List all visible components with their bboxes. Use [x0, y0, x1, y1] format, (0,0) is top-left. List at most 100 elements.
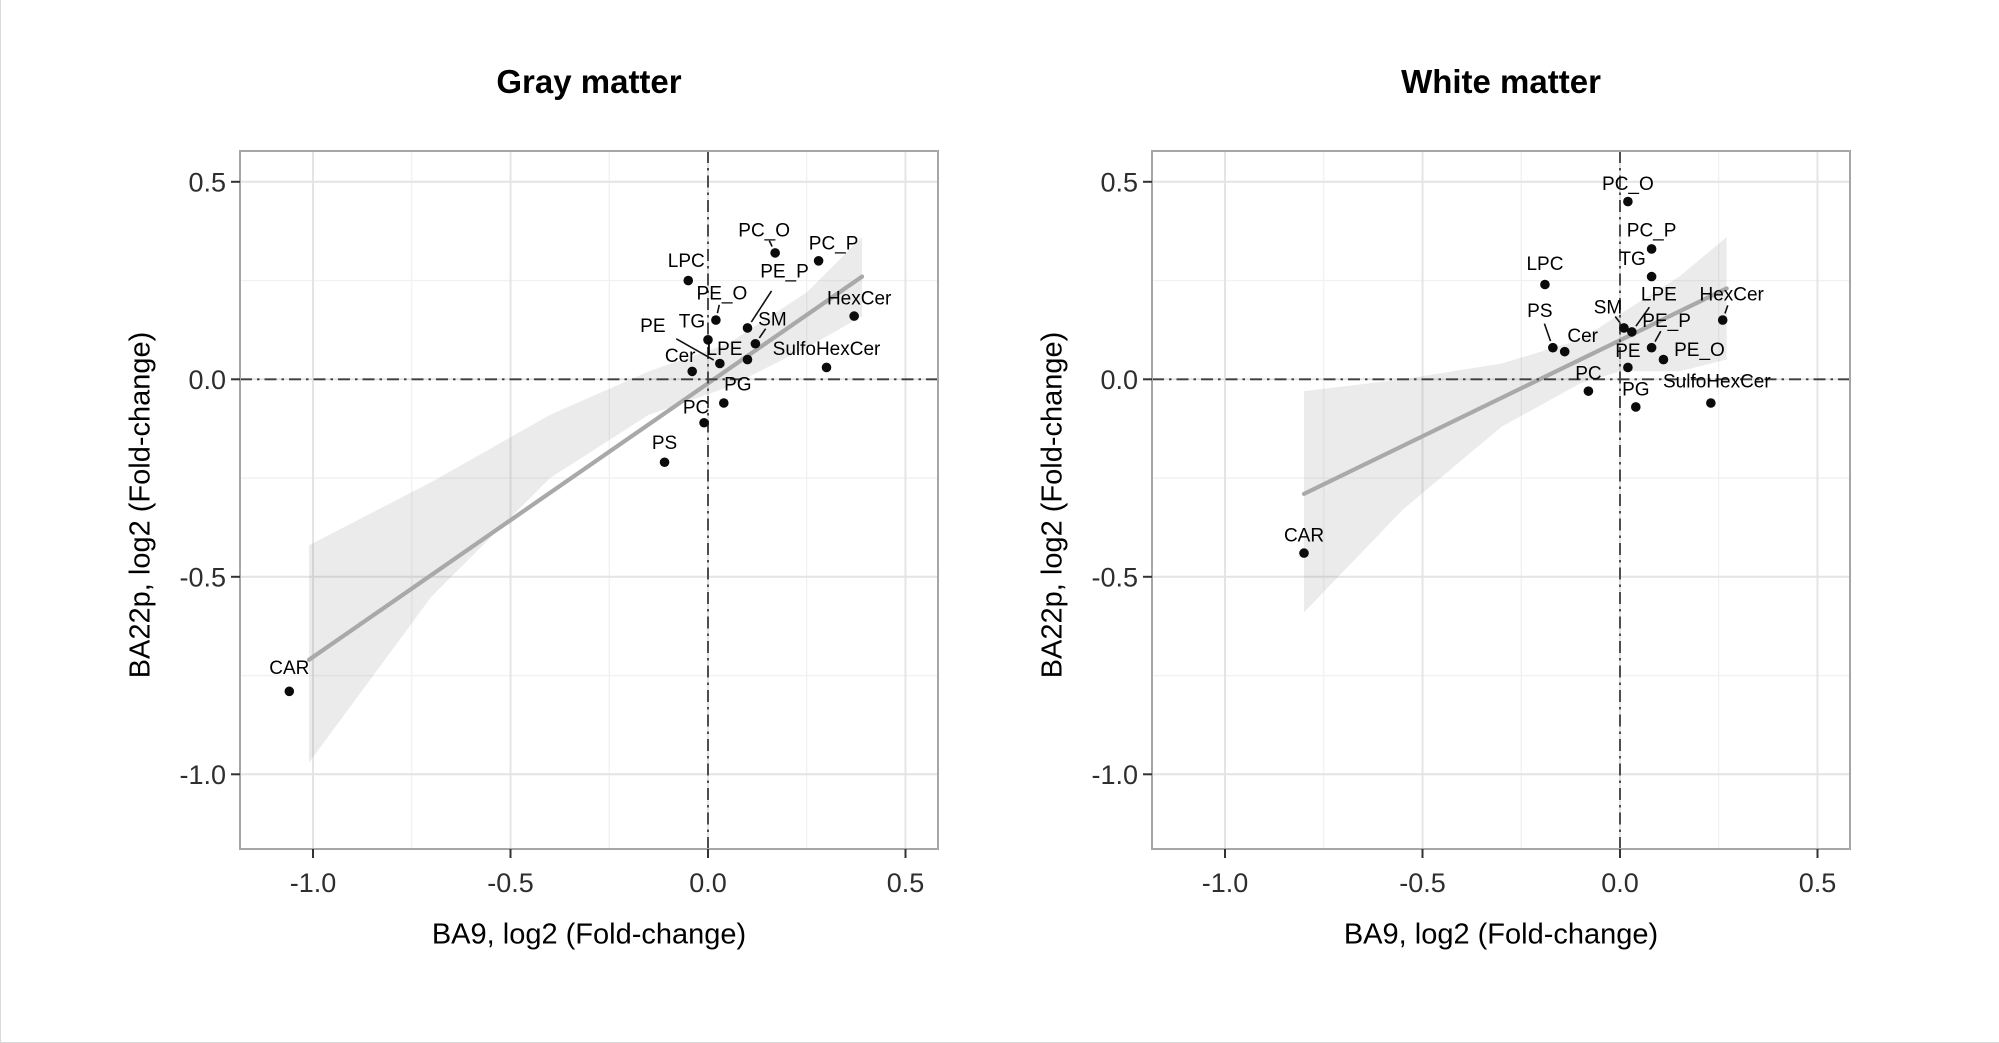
data-point [699, 417, 709, 428]
data-point [1646, 244, 1657, 254]
point-label: CAR [1284, 526, 1324, 547]
y-tick-label: -1.0 [179, 760, 226, 790]
regression-line [306, 274, 865, 662]
panel-border [1151, 150, 1851, 850]
point-label: Cer [1567, 326, 1598, 347]
y-tick-label: 0.0 [1100, 365, 1138, 395]
panel-background [240, 151, 938, 849]
data-point [1559, 346, 1570, 357]
x-tick-label: -1.0 [1202, 868, 1249, 898]
label-leader-line [1635, 306, 1651, 327]
data-point [1658, 354, 1669, 365]
point-label: LPE [1641, 284, 1677, 305]
label-leader-line [675, 338, 715, 361]
point-label: HexCer [1699, 285, 1764, 306]
white-matter-plot-canvas: -1.0 -0.5 0.0 0.5 0.5 0.0 -0.5 -1.0 CAR LPC PS Cer S… [1091, 150, 1851, 898]
point-label: TG [679, 311, 705, 332]
data-point [711, 315, 721, 325]
point-label: PC_P [1627, 220, 1677, 241]
data-point [683, 275, 694, 286]
point-label: TG [1619, 249, 1645, 270]
data-point [1299, 548, 1309, 558]
data-point [1623, 362, 1633, 373]
point-label: PE_P [1642, 311, 1691, 332]
label-leader-line [1543, 323, 1552, 342]
panel-border [239, 150, 939, 850]
data-point [1631, 402, 1641, 412]
data-point [1646, 271, 1657, 282]
data-point [742, 354, 753, 365]
y-tick-label: 0.5 [1100, 167, 1138, 197]
point-label: PE_O [697, 284, 748, 305]
data-point [742, 323, 753, 333]
data-point [659, 457, 670, 468]
x-tick-label: 0.5 [1799, 868, 1837, 898]
label-leader-line [1724, 305, 1729, 314]
point-label: HexCer [827, 289, 892, 310]
data-point [687, 366, 697, 377]
data-point [1646, 342, 1657, 353]
x-tick-label: 0.0 [689, 868, 727, 898]
point-label: CAR [269, 658, 309, 679]
data-point [284, 686, 295, 697]
data-point [719, 398, 729, 408]
point-label: SM [758, 309, 787, 330]
data-point [1540, 279, 1550, 290]
data-point [770, 248, 780, 258]
point-label: PC [683, 397, 709, 418]
data-point [849, 311, 859, 321]
point-label: SulfoHexCer [1663, 372, 1771, 393]
data-point [750, 338, 761, 349]
point-label: PE [640, 316, 665, 337]
x-tick-label: 0.5 [887, 868, 925, 898]
white-matter-x-axis-title: BA9, log2 (Fold-change) [1343, 918, 1659, 951]
point-label: PC_O [1602, 174, 1654, 195]
confidence-band [309, 237, 863, 763]
gray-matter-title: Gray matter [496, 63, 682, 100]
label-leader-line [758, 328, 767, 339]
x-tick-label: -0.5 [487, 868, 534, 898]
y-tick-label: 0.0 [188, 365, 226, 395]
point-label: Cer [665, 346, 696, 367]
point-label: LPE [707, 339, 743, 360]
data-point [1583, 386, 1594, 396]
point-label: LPC [668, 251, 705, 272]
point-label: PS [652, 433, 677, 454]
point-label: PC [1575, 364, 1601, 385]
point-label: LPC [1526, 254, 1563, 275]
x-tick-label: -0.5 [1399, 868, 1446, 898]
point-label: PG [724, 375, 751, 396]
y-tick-label: -0.5 [179, 562, 226, 592]
x-tick-label: -1.0 [290, 868, 337, 898]
point-label: PE_P [760, 261, 809, 282]
data-point [821, 362, 832, 373]
gray-matter-plot-canvas: -1.0 -0.5 0.0 0.5 0.5 0.0 -0.5 -1.0 CAR PS PC PG Cer… [179, 150, 939, 898]
point-label: PE [1615, 341, 1640, 362]
label-leader-line [768, 240, 773, 247]
point-label: PC_P [809, 233, 859, 254]
data-point [1706, 398, 1716, 408]
panel-background [1152, 151, 1850, 849]
data-point [1623, 196, 1633, 207]
gray-matter-x-axis-title: BA9, log2 (Fold-change) [431, 918, 747, 951]
data-point [813, 256, 824, 266]
y-tick-label: 0.5 [188, 167, 226, 197]
data-point [703, 335, 713, 345]
label-leader-line [750, 290, 773, 323]
y-tick-label: -1.0 [1091, 760, 1138, 790]
point-label: SM [1594, 297, 1623, 318]
data-point [1548, 342, 1558, 353]
label-leader-line [1654, 330, 1662, 342]
white-matter-title: White matter [1401, 63, 1601, 100]
data-point [1619, 323, 1629, 333]
point-label: PG [1622, 379, 1649, 400]
point-label: SulfoHexCer [773, 339, 881, 360]
regression-line [1301, 286, 1729, 496]
point-label: PE_O [1674, 340, 1725, 361]
data-point [1627, 327, 1637, 337]
point-label: PS [1527, 301, 1552, 322]
label-leader-line [716, 304, 721, 314]
data-point [715, 358, 725, 369]
point-label: PC_O [738, 220, 790, 241]
